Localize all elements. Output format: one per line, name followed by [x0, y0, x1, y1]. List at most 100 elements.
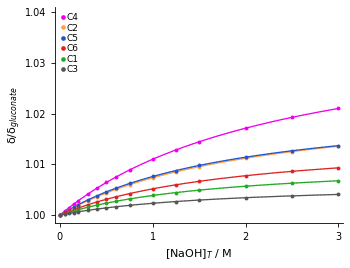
C5: [113, 187, 118, 190]
Line: C5: C5: [58, 144, 340, 217]
C5: [127, 182, 132, 185]
C5: [197, 164, 201, 167]
C4: [336, 107, 341, 110]
C4: [244, 126, 248, 130]
C1: [336, 179, 341, 183]
C6: [86, 203, 90, 206]
C1: [86, 206, 90, 209]
C6: [76, 206, 80, 210]
C2: [150, 176, 155, 179]
C3: [197, 198, 201, 202]
C4: [113, 176, 118, 179]
C5: [244, 156, 248, 159]
C3: [58, 213, 62, 217]
C1: [244, 185, 248, 188]
C2: [127, 183, 132, 186]
Line: C1: C1: [58, 179, 340, 217]
C1: [67, 211, 71, 214]
C4: [150, 158, 155, 161]
C5: [104, 190, 108, 193]
C3: [86, 209, 90, 212]
C4: [290, 116, 294, 119]
C3: [127, 204, 132, 207]
C6: [113, 195, 118, 199]
C5: [174, 169, 178, 172]
C1: [290, 181, 294, 185]
C2: [86, 199, 90, 202]
Line: C2: C2: [58, 144, 340, 217]
C3: [72, 211, 76, 214]
C2: [76, 203, 80, 207]
C5: [95, 194, 99, 197]
C2: [244, 157, 248, 160]
C3: [113, 205, 118, 209]
C1: [150, 194, 155, 197]
C3: [76, 210, 80, 213]
C4: [174, 148, 178, 151]
C1: [95, 203, 99, 207]
C2: [336, 145, 341, 148]
C2: [113, 188, 118, 191]
C3: [104, 206, 108, 210]
C1: [127, 197, 132, 200]
X-axis label: [NaOH]$_T$ / M: [NaOH]$_T$ / M: [166, 247, 233, 261]
C3: [67, 212, 71, 215]
C1: [76, 208, 80, 211]
C5: [72, 205, 76, 209]
C4: [72, 202, 76, 206]
C3: [174, 200, 178, 203]
C2: [174, 170, 178, 173]
C4: [62, 210, 66, 213]
C6: [72, 208, 76, 211]
C2: [104, 191, 108, 195]
C6: [197, 180, 201, 183]
C4: [76, 199, 80, 202]
C1: [62, 212, 66, 215]
C3: [336, 193, 341, 196]
C4: [127, 168, 132, 172]
C2: [67, 208, 71, 211]
C1: [113, 200, 118, 203]
C6: [67, 210, 71, 213]
C1: [72, 209, 76, 213]
C5: [58, 213, 62, 217]
C6: [244, 174, 248, 177]
C6: [336, 166, 341, 169]
C6: [174, 183, 178, 187]
C3: [290, 194, 294, 198]
Line: C3: C3: [58, 192, 340, 217]
C5: [62, 211, 66, 214]
C5: [336, 144, 341, 147]
C5: [290, 149, 294, 152]
Line: C4: C4: [58, 106, 340, 217]
C5: [67, 208, 71, 211]
C6: [290, 170, 294, 173]
C4: [58, 213, 62, 217]
C4: [86, 192, 90, 196]
C1: [174, 191, 178, 194]
C2: [72, 206, 76, 209]
C6: [127, 192, 132, 195]
C3: [150, 202, 155, 205]
C2: [290, 150, 294, 153]
C4: [197, 140, 201, 143]
C3: [244, 196, 248, 199]
C6: [95, 200, 99, 203]
C2: [95, 195, 99, 198]
C3: [62, 213, 66, 216]
Line: C6: C6: [58, 166, 340, 217]
Legend: C4, C2, C5, C6, C1, C3: C4, C2, C5, C6, C1, C3: [60, 12, 81, 76]
C6: [58, 213, 62, 217]
C2: [62, 211, 66, 214]
C6: [104, 198, 108, 201]
C3: [95, 207, 99, 211]
C1: [197, 188, 201, 192]
C6: [62, 211, 66, 215]
C4: [95, 187, 99, 190]
C6: [150, 187, 155, 191]
C1: [104, 202, 108, 205]
C2: [197, 165, 201, 168]
C5: [86, 198, 90, 202]
Y-axis label: δ/δ$_{gluconate}$: δ/δ$_{gluconate}$: [7, 86, 23, 144]
C5: [76, 203, 80, 206]
